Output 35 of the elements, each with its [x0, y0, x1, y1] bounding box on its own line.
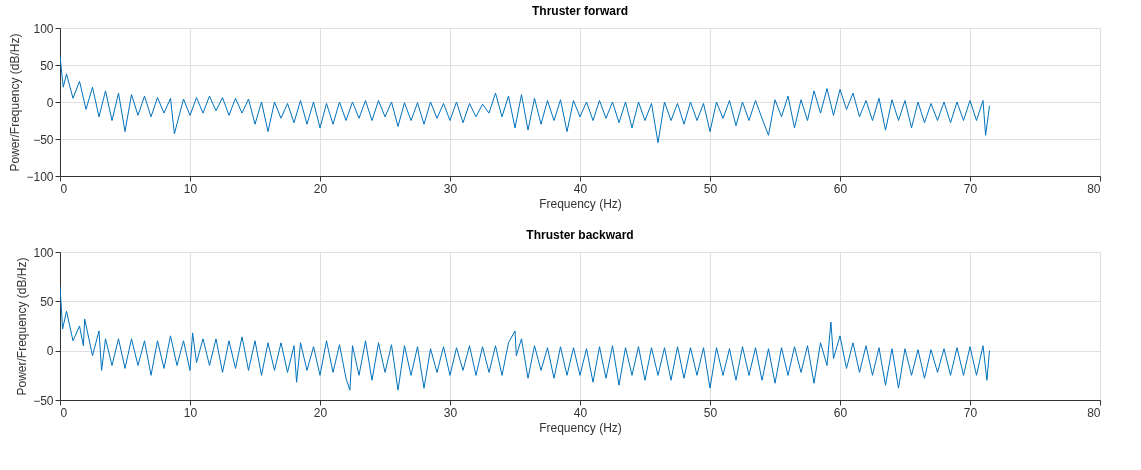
- x-tick-label: 20: [313, 181, 328, 196]
- x-tick-label: 50: [703, 405, 718, 420]
- y-axis-title: Power/Frequency (dB/Hz): [8, 33, 23, 172]
- x-tick-label: 0: [60, 405, 68, 420]
- x-tick-label: 50: [703, 181, 718, 196]
- x-tick-label: 40: [573, 405, 588, 420]
- x-tick-label: 70: [963, 405, 978, 420]
- x-tick-label: 80: [1087, 405, 1101, 420]
- y-tick-label: 0: [46, 344, 54, 359]
- x-tick-label: 60: [833, 181, 848, 196]
- line-series: [60, 286, 990, 391]
- line-series: [60, 55, 990, 144]
- y-tick-label: −100: [26, 169, 54, 184]
- x-tick-label: 10: [183, 181, 198, 196]
- chart-title: Thruster backward: [526, 228, 634, 242]
- x-tick-label: 60: [833, 405, 848, 420]
- x-axis-title: Frequency (Hz): [539, 196, 622, 211]
- x-tick-label: 0: [60, 181, 68, 196]
- y-tick-label: 100: [33, 21, 54, 36]
- y-tick-label: 50: [40, 58, 54, 73]
- x-axis-title: Frequency (Hz): [539, 420, 622, 435]
- y-axis-title: Power/Frequency (dB/Hz): [15, 257, 30, 396]
- y-tick-label: −50: [33, 132, 54, 147]
- x-tick-label: 10: [183, 405, 198, 420]
- x-tick-label: 30: [443, 181, 458, 196]
- y-tick-label: 0: [46, 95, 54, 110]
- y-tick-label: −50: [33, 393, 54, 408]
- x-tick-label: 20: [313, 405, 328, 420]
- chart-title: Thruster forward: [531, 4, 629, 18]
- x-tick-label: 30: [443, 405, 458, 420]
- x-tick-label: 70: [963, 181, 978, 196]
- y-tick-label: 50: [40, 294, 54, 309]
- y-tick-label: 100: [33, 245, 54, 260]
- x-tick-label: 40: [573, 181, 588, 196]
- x-tick-label: 80: [1087, 181, 1101, 196]
